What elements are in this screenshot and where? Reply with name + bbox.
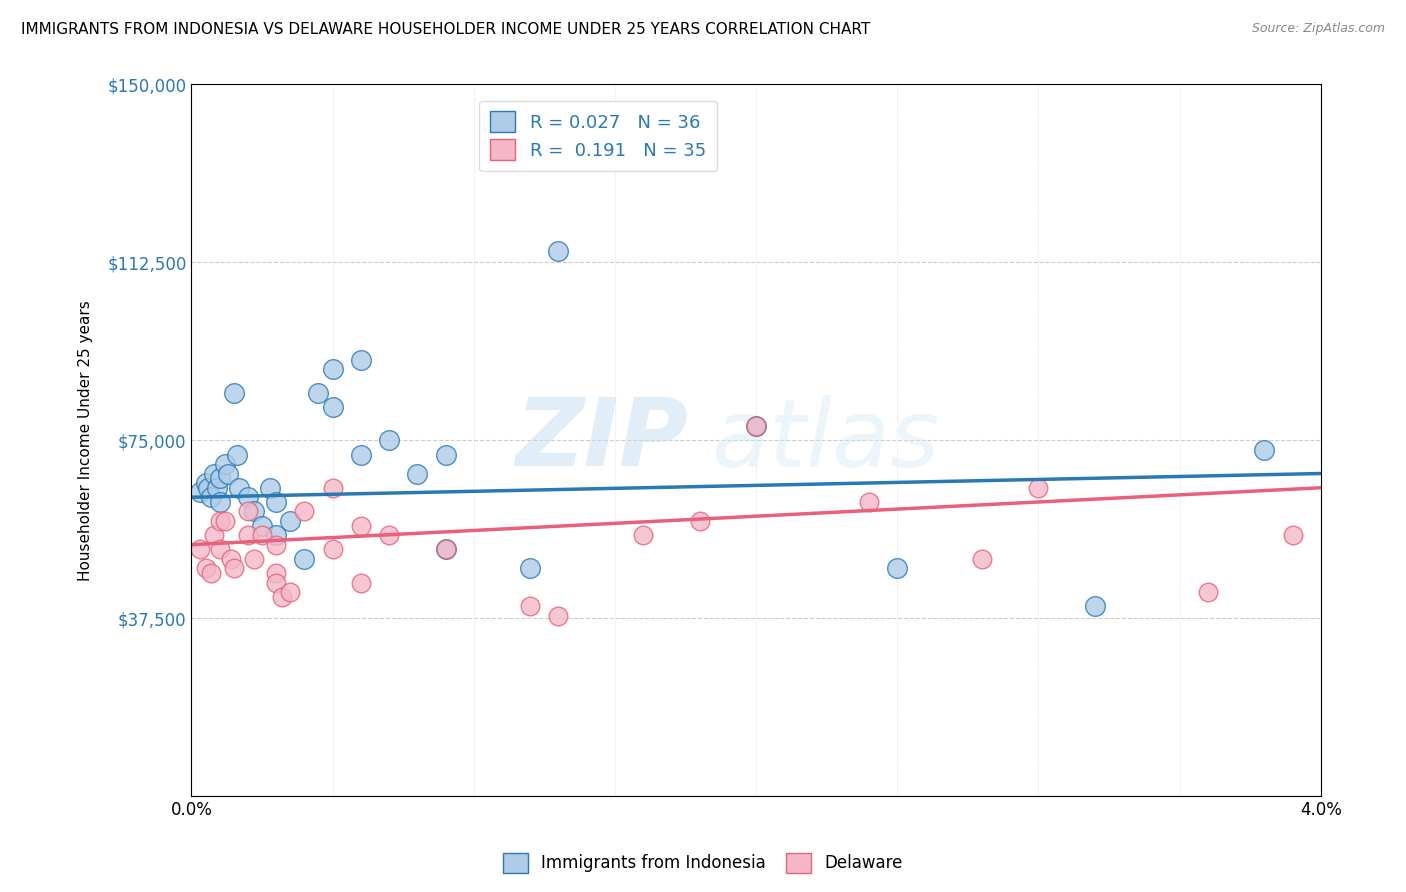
Point <box>202 528 225 542</box>
Point <box>188 542 211 557</box>
Text: Source: ZipAtlas.com: Source: ZipAtlas.com <box>1251 22 1385 36</box>
Point <box>208 542 231 557</box>
Point <box>264 575 287 590</box>
Point <box>1028 481 1050 495</box>
Point <box>242 504 264 518</box>
Point <box>689 514 711 528</box>
Point <box>1084 599 1107 614</box>
Text: ZIP: ZIP <box>516 394 689 486</box>
Point <box>434 542 457 557</box>
Text: IMMIGRANTS FROM INDONESIA VS DELAWARE HOUSEHOLDER INCOME UNDER 25 YEARS CORRELAT: IMMIGRANTS FROM INDONESIA VS DELAWARE HO… <box>21 22 870 37</box>
Point <box>292 504 315 518</box>
Point <box>236 528 259 542</box>
Point <box>858 495 880 509</box>
Point <box>350 518 373 533</box>
Point <box>264 566 287 581</box>
Y-axis label: Householder Income Under 25 years: Householder Income Under 25 years <box>79 300 93 581</box>
Point <box>194 561 217 575</box>
Point <box>264 538 287 552</box>
Point <box>214 457 236 471</box>
Point <box>350 575 373 590</box>
Point <box>188 485 211 500</box>
Point <box>1197 585 1219 599</box>
Point <box>202 467 225 481</box>
Point <box>219 552 242 566</box>
Point <box>264 528 287 542</box>
Point <box>350 352 373 367</box>
Point <box>270 590 292 604</box>
Point <box>222 385 245 400</box>
Point <box>236 490 259 504</box>
Point <box>1253 442 1275 457</box>
Point <box>214 514 236 528</box>
Point <box>222 561 245 575</box>
Point <box>236 504 259 518</box>
Point <box>378 528 401 542</box>
Point <box>242 552 264 566</box>
Point <box>547 608 569 623</box>
Point <box>197 481 219 495</box>
Point <box>1281 528 1303 542</box>
Point <box>250 518 273 533</box>
Point <box>208 471 231 485</box>
Point <box>194 475 217 490</box>
Point <box>350 448 373 462</box>
Point <box>307 385 329 400</box>
Point <box>886 561 908 575</box>
Point <box>259 481 281 495</box>
Point <box>519 561 541 575</box>
Point <box>406 467 429 481</box>
Point <box>434 542 457 557</box>
Point <box>745 419 768 434</box>
Point <box>322 362 344 376</box>
Point <box>378 434 401 448</box>
Point <box>970 552 993 566</box>
Point <box>200 490 222 504</box>
Point <box>217 467 239 481</box>
Point <box>228 481 250 495</box>
Point <box>278 585 301 599</box>
Point <box>264 495 287 509</box>
Point <box>631 528 654 542</box>
Point <box>519 599 541 614</box>
Point <box>208 514 231 528</box>
Point <box>200 566 222 581</box>
Point <box>322 542 344 557</box>
Text: atlas: atlas <box>711 395 939 486</box>
Point <box>278 514 301 528</box>
Point <box>434 448 457 462</box>
Point <box>205 481 228 495</box>
Point <box>745 419 768 434</box>
Point <box>322 400 344 414</box>
Point <box>547 244 569 258</box>
Legend: Immigrants from Indonesia, Delaware: Immigrants from Indonesia, Delaware <box>496 847 910 880</box>
Legend: R = 0.027   N = 36, R =  0.191   N = 35: R = 0.027 N = 36, R = 0.191 N = 35 <box>479 101 717 171</box>
Point <box>250 528 273 542</box>
Point <box>322 481 344 495</box>
Point <box>225 448 247 462</box>
Point <box>292 552 315 566</box>
Point <box>208 495 231 509</box>
